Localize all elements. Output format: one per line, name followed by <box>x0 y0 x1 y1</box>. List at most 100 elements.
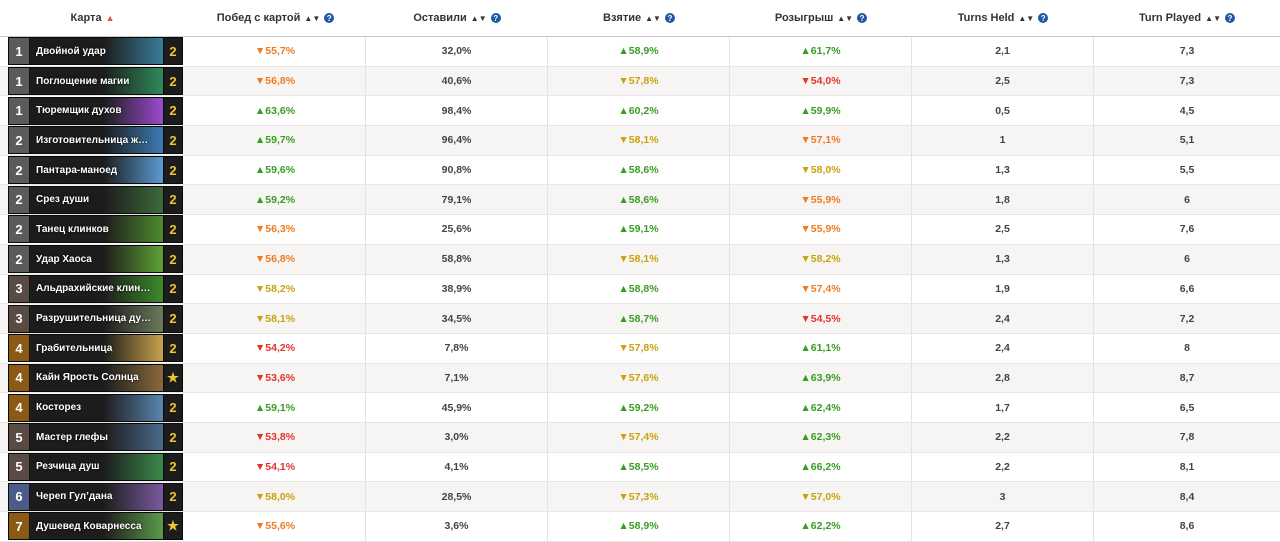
col-card-header[interactable]: Карта ▲ <box>0 12 185 24</box>
card-tile[interactable]: 1 Двойной удар 2 <box>8 37 183 66</box>
card-count: 2 <box>163 38 182 65</box>
card-name: Череп Гул’дана <box>30 483 163 510</box>
card-tile[interactable]: 1 Поглощение магии 2 <box>8 67 183 96</box>
turns-held-cell: 1,8 <box>912 185 1094 215</box>
turn-played-cell: 8,4 <box>1094 482 1280 511</box>
played-cell: ▼54,0% <box>730 66 912 96</box>
drawn-value: ▲58,8% <box>618 282 659 295</box>
card-cell: 5 Резчица душ 2 <box>0 452 185 482</box>
winrate-cell: ▼53,8% <box>185 422 366 452</box>
turn-played-cell: 6,5 <box>1094 393 1280 422</box>
kept-value: 90,8% <box>441 164 472 177</box>
card-tile[interactable]: 2 Танец клинков 2 <box>8 215 183 244</box>
card-tile[interactable]: 4 Косторез 2 <box>8 393 183 422</box>
card-tile[interactable]: 4 Кайн Ярость Солнца ★ <box>8 363 183 392</box>
drawn-value: ▲58,6% <box>618 193 659 206</box>
card-name: Разрушительница ду… <box>30 305 163 332</box>
kept-cell: 34,5% <box>366 304 548 333</box>
drawn-cell: ▲58,6% <box>548 185 730 215</box>
card-name: Тюремщик духов <box>30 97 163 124</box>
card-cell: 2 Изготовительница ж… 2 <box>0 126 185 155</box>
card-tile[interactable]: 4 Грабительница 2 <box>8 334 183 363</box>
turns-held-cell: 1 <box>912 126 1094 155</box>
table-row: 7 Душевед Коварнесса ★ ▼55,6% 3,6% ▲58,9… <box>0 512 1280 542</box>
card-tile[interactable]: 7 Душевед Коварнесса ★ <box>8 512 183 541</box>
card-count: 2 <box>163 216 182 243</box>
drawn-value: ▲58,7% <box>618 312 659 325</box>
turn-played-cell: 7,6 <box>1094 215 1280 244</box>
played-cell: ▲66,2% <box>730 452 912 482</box>
drawn-cell: ▼58,1% <box>548 244 730 274</box>
col-turn-played-header[interactable]: Turn Played ▲▼ ? <box>1094 12 1280 24</box>
kept-cell: 90,8% <box>366 155 548 185</box>
info-icon[interactable]: ? <box>490 13 501 23</box>
card-tile[interactable]: 2 Пантара-маноед 2 <box>8 156 183 185</box>
card-tile[interactable]: 2 Срез души 2 <box>8 185 183 214</box>
drawn-cell: ▼57,6% <box>548 363 730 393</box>
turn-played-value: 6,5 <box>1179 401 1195 414</box>
info-icon[interactable]: ? <box>857 13 868 23</box>
table-row: 2 Танец клинков 2 ▼56,3% 25,6% ▲59,1% ▼5… <box>0 215 1280 245</box>
turn-played-cell: 7,8 <box>1094 423 1280 452</box>
played-value: ▲66,2% <box>800 460 841 473</box>
card-tile[interactable]: 3 Разрушительница ду… 2 <box>8 304 183 333</box>
card-tile[interactable]: 1 Тюремщик духов 2 <box>8 96 183 125</box>
kept-value: 7,1% <box>444 371 469 384</box>
played-cell: ▼55,9% <box>730 185 912 215</box>
card-cell: 2 Удар Хаоса 2 <box>0 245 185 274</box>
card-cell: 6 Череп Гул’дана 2 <box>0 482 185 511</box>
turns-held-value: 2,4 <box>995 342 1010 355</box>
drawn-cell: ▲58,9% <box>548 512 730 541</box>
card-count: ★ <box>163 513 182 540</box>
turns-held-value: 0,5 <box>995 104 1010 117</box>
turns-held-value: 1,3 <box>995 253 1010 266</box>
card-tile[interactable]: 3 Альдрахийские клин… 2 <box>8 274 183 303</box>
turns-held-cell: 2,5 <box>912 215 1094 244</box>
turns-held-cell: 2,4 <box>912 304 1094 333</box>
card-tile[interactable]: 2 Удар Хаоса 2 <box>8 245 183 274</box>
info-icon[interactable]: ? <box>1225 13 1235 23</box>
drawn-value: ▼57,6% <box>618 371 659 384</box>
winrate-value: ▼53,8% <box>254 431 296 444</box>
played-value: ▼57,4% <box>800 282 841 295</box>
col-played-header[interactable]: Розыгрыш ▲▼ ? <box>730 12 912 24</box>
col-drawn-header[interactable]: Взятие ▲▼ ? <box>548 12 730 24</box>
card-count: 2 <box>163 246 182 273</box>
info-icon[interactable]: ? <box>1038 13 1049 23</box>
table-row: 3 Альдрахийские клин… 2 ▼58,2% 38,9% ▲58… <box>0 274 1280 305</box>
card-name: Альдрахийские клин… <box>30 275 163 302</box>
col-played-label: Розыгрыш <box>774 12 834 24</box>
winrate-cell: ▲59,6% <box>185 155 366 185</box>
card-count: 2 <box>163 275 182 302</box>
kept-value: 45,9% <box>441 401 472 414</box>
card-cell: 1 Двойной удар 2 <box>0 37 185 66</box>
played-cell: ▲62,4% <box>730 393 912 422</box>
info-icon[interactable]: ? <box>324 13 335 23</box>
kept-cell: 3,6% <box>366 512 548 541</box>
kept-cell: 32,0% <box>366 37 548 66</box>
winrate-value: ▲59,6% <box>254 164 296 177</box>
card-cell: 7 Душевед Коварнесса ★ <box>0 512 185 541</box>
turns-held-cell: 1,7 <box>912 393 1094 422</box>
played-cell: ▼57,4% <box>730 274 912 304</box>
col-winrate-header[interactable]: Побед с картой ▲▼ ? <box>185 12 366 24</box>
winrate-value: ▲63,6% <box>254 104 296 117</box>
col-kept-header[interactable]: Оставили ▲▼ ? <box>366 12 548 24</box>
turn-played-value: 8,7 <box>1179 371 1195 384</box>
played-value: ▼55,9% <box>800 193 841 206</box>
winrate-value: ▼55,7% <box>254 45 296 58</box>
card-tile[interactable]: 2 Изготовительница ж… 2 <box>8 126 183 155</box>
card-cell: 5 Мастер глефы 2 <box>0 423 185 452</box>
card-tile[interactable]: 5 Мастер глефы 2 <box>8 423 183 452</box>
card-tile[interactable]: 6 Череп Гул’дана 2 <box>8 482 183 511</box>
turns-held-value: 1,9 <box>995 282 1010 295</box>
winrate-value: ▲59,2% <box>254 193 296 206</box>
kept-cell: 25,6% <box>366 215 548 244</box>
card-cell: 4 Кайн Ярость Солнца ★ <box>0 363 185 393</box>
drawn-cell: ▼57,4% <box>548 422 730 452</box>
info-icon[interactable]: ? <box>664 13 675 23</box>
mana-cost: 3 <box>9 275 30 302</box>
card-tile[interactable]: 5 Резчица душ 2 <box>8 452 183 481</box>
drawn-cell: ▲58,9% <box>548 37 730 66</box>
col-turns-held-header[interactable]: Turns Held ▲▼ ? <box>912 12 1094 24</box>
